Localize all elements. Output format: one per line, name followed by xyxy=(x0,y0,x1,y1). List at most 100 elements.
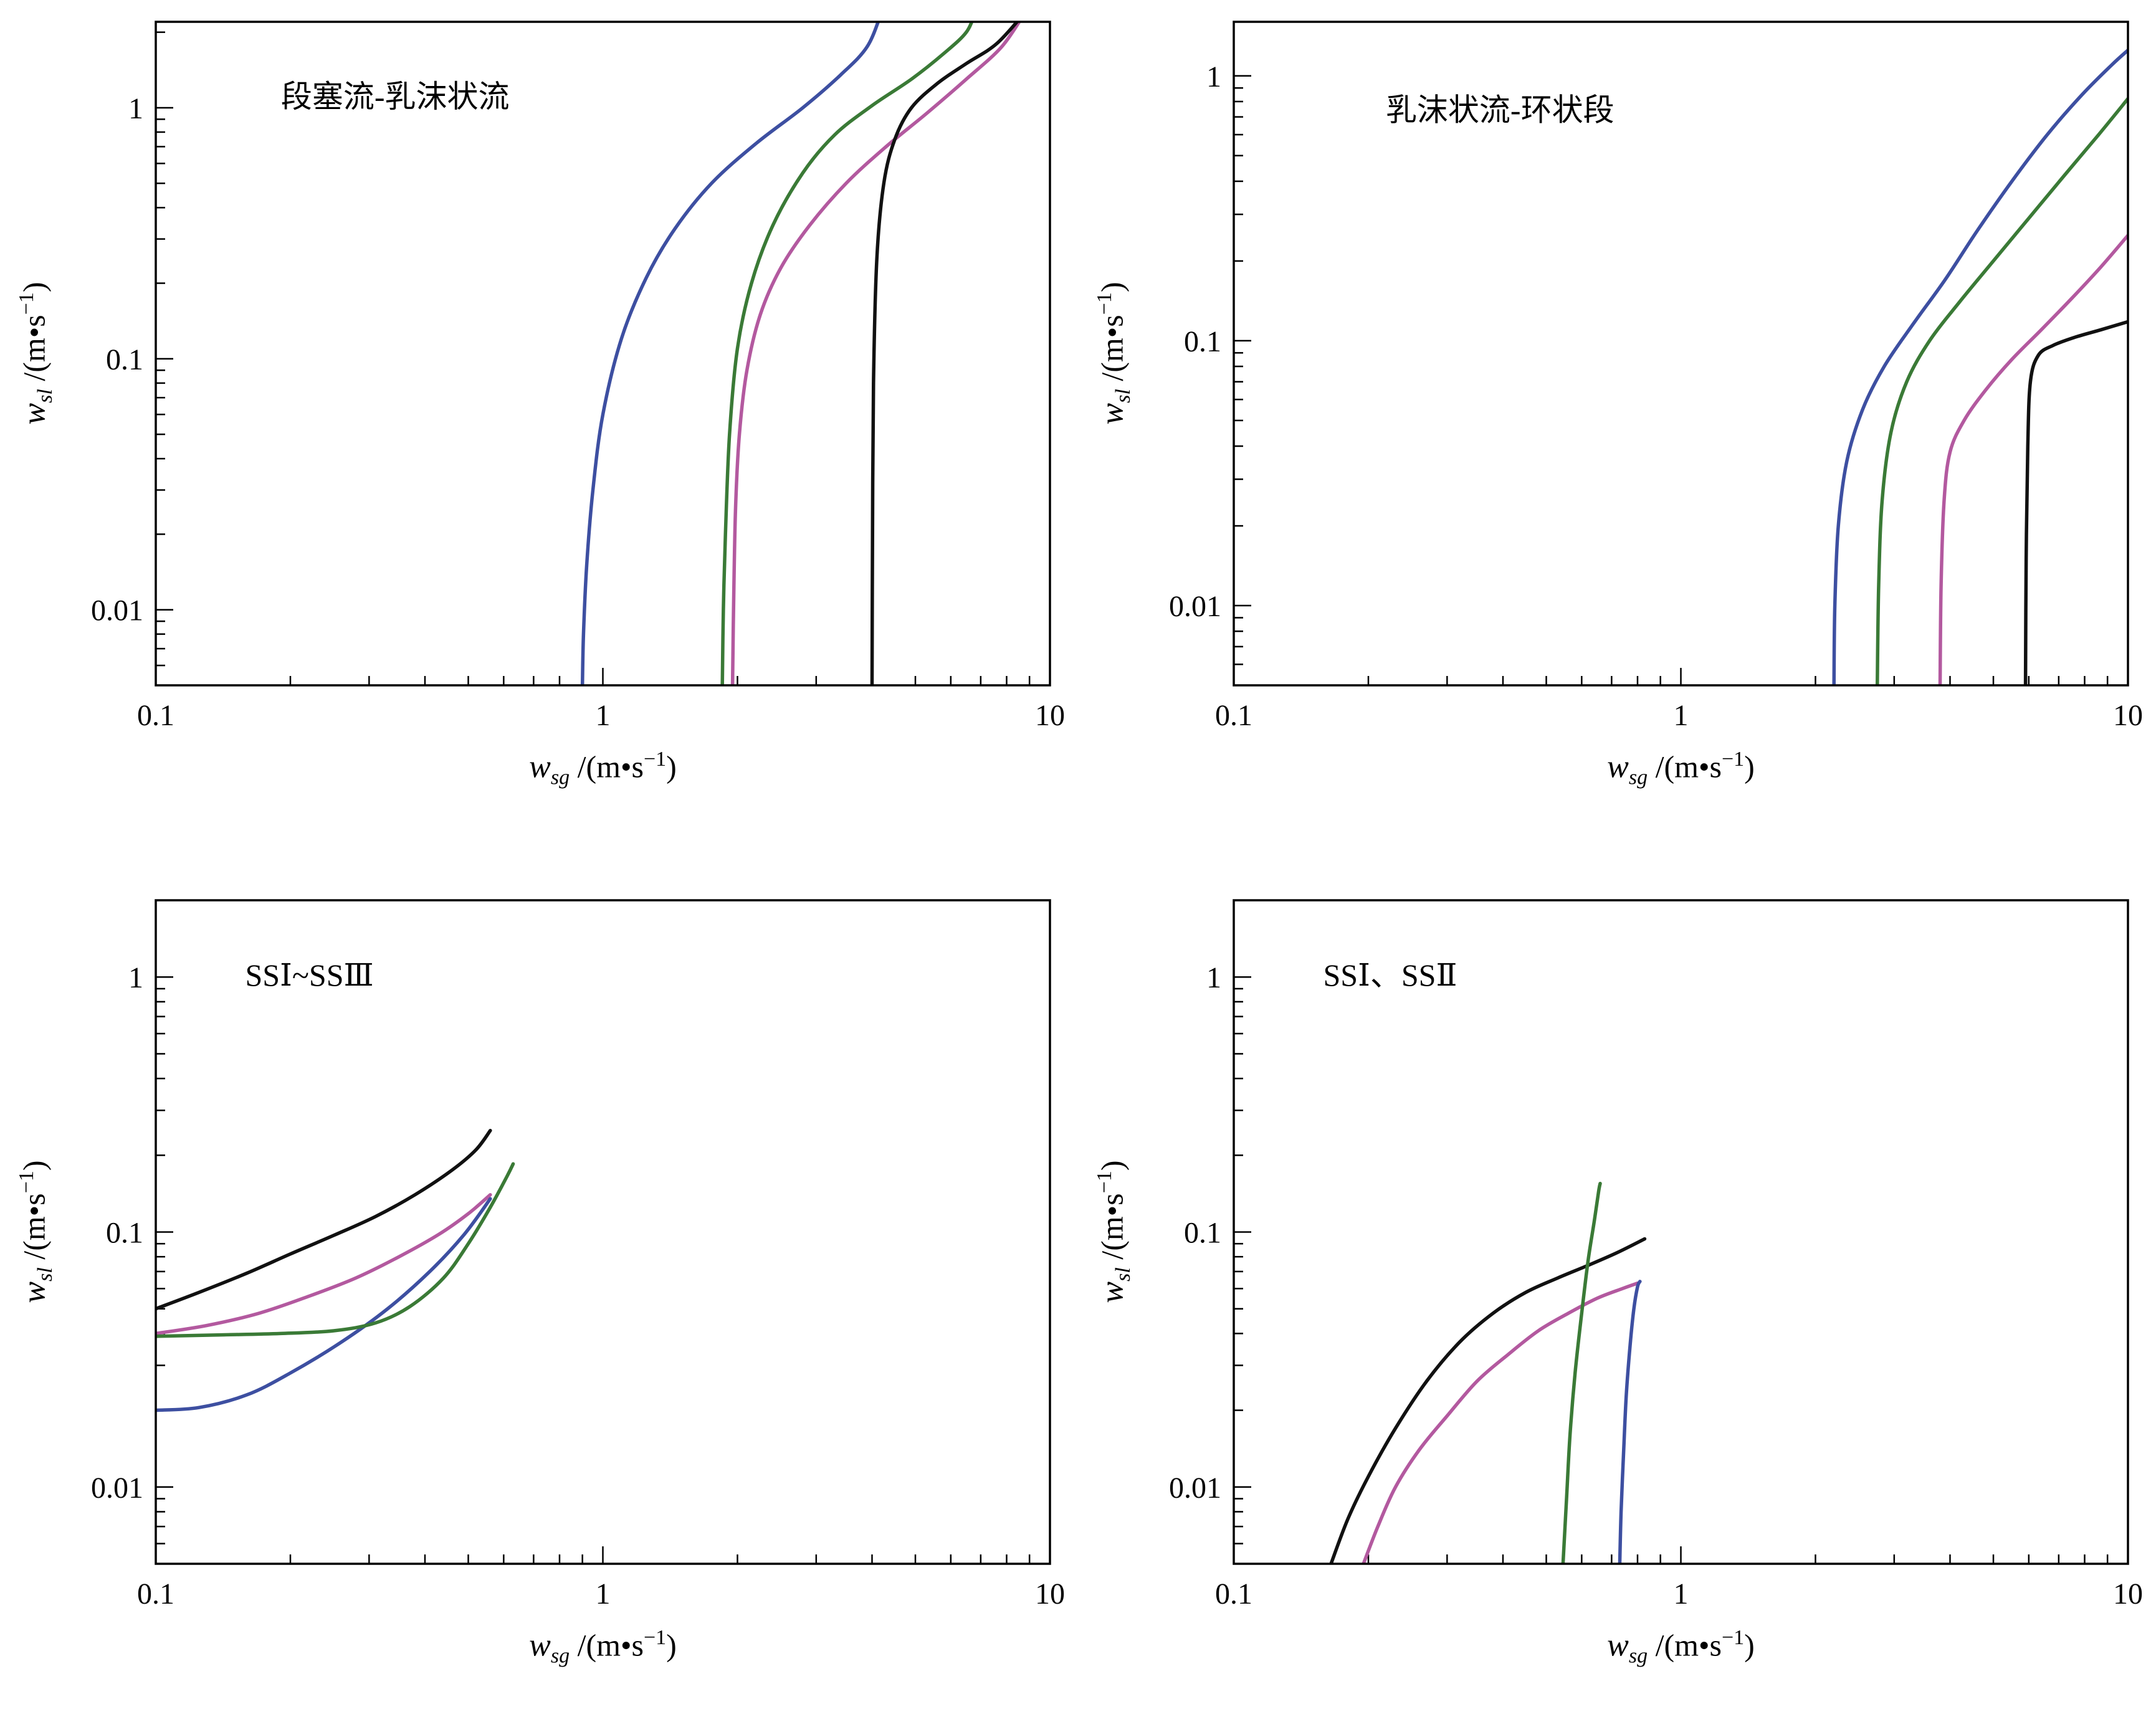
y-axis-sub: sl xyxy=(1111,1267,1135,1282)
y-axis-unit-close: ) xyxy=(16,282,52,293)
y-axis-var: w xyxy=(1094,1281,1130,1303)
x-axis-var: w xyxy=(1607,1627,1629,1663)
curve-green xyxy=(1561,1181,1602,1564)
x-axis-exponent: −1 xyxy=(1721,1626,1745,1649)
chart-cell-ss1-ss3: 0.1 1 10 0.01 0.1 1 SSⅠ~SSⅢ wsl /(m•s−1) wsg /… xyxy=(0,888,1078,1723)
plot-frame xyxy=(155,21,1051,687)
y-axis-sub: sl xyxy=(1111,389,1135,403)
chart-cell-froth-annular: 0.1 1 10 0.01 0.1 1 乳沫状流-环状段 wsl /(m•s−1) wsg … xyxy=(1078,9,2156,844)
x-axis-sub: sg xyxy=(1628,766,1648,789)
y-tick-label: 0.1 xyxy=(1184,325,1221,358)
y-axis-unit: /(m•s xyxy=(16,315,52,389)
curve-green xyxy=(1875,97,2128,685)
y-axis-unit-close: ) xyxy=(16,1160,52,1171)
y-axis-unit-close: ) xyxy=(1094,282,1130,293)
x-axis-label: wsg /(m•s−1) xyxy=(1234,748,2128,790)
curve-blue xyxy=(580,22,880,685)
x-axis-unit: /(m•s xyxy=(570,1627,644,1663)
x-axis-exponent: −1 xyxy=(643,1626,667,1649)
curves-group xyxy=(1832,48,2128,685)
curve-magenta xyxy=(1938,233,2128,685)
plot-frame xyxy=(155,899,1051,1565)
x-tick-label: 10 xyxy=(2113,1577,2143,1611)
y-axis-exponent: −1 xyxy=(1093,292,1117,315)
chart-title: SSⅠ~SSⅢ xyxy=(246,958,374,992)
x-axis-var: w xyxy=(529,749,551,785)
x-axis-sub: sg xyxy=(550,1644,570,1668)
x-axis-label: wsg /(m•s−1) xyxy=(156,748,1050,790)
y-axis-exponent: −1 xyxy=(15,292,39,315)
curves-group xyxy=(1329,1181,1647,1564)
x-axis-var: w xyxy=(1607,749,1629,785)
y-tick-label: 0.1 xyxy=(1184,1217,1221,1250)
y-tick-label: 0.01 xyxy=(91,1472,143,1505)
x-axis-var: w xyxy=(529,1627,551,1663)
x-axis-unit: /(m•s xyxy=(1648,1627,1722,1663)
y-axis-exponent: −1 xyxy=(15,1171,39,1194)
x-tick-label: 0.1 xyxy=(1215,699,1252,732)
x-axis-sub: sg xyxy=(1628,1644,1648,1668)
curve-green xyxy=(156,1162,515,1338)
x-tick-label: 1 xyxy=(596,699,611,732)
curve-blue xyxy=(1618,1280,1642,1564)
y-axis-label: wsl /(m•s−1) xyxy=(1093,282,1135,424)
chart-title: 段塞流-乳沫状流 xyxy=(281,79,510,114)
y-tick-label: 0.01 xyxy=(1169,1472,1221,1505)
chart-cell-ss1-ss2: 0.1 1 10 0.01 0.1 1 SSⅠ、SSⅡ wsl /(m•s−1) wsg /… xyxy=(1078,888,2156,1723)
curve-black xyxy=(1329,1237,1647,1564)
plot-ss1-ss2: 0.1 1 10 0.01 0.1 1 SSⅠ、SSⅡ xyxy=(1169,899,2143,1611)
plot-slug-froth: 0.1 1 10 0.01 0.1 1 段塞流-乳沫状流 xyxy=(91,21,1065,732)
x-axis-label: wsg /(m•s−1) xyxy=(156,1626,1050,1668)
plot-ss1-ss3: 0.1 1 10 0.01 0.1 1 SSⅠ~SSⅢ xyxy=(91,899,1065,1611)
x-axis-label: wsg /(m•s−1) xyxy=(1234,1626,2128,1668)
y-axis-label: wsl /(m•s−1) xyxy=(1093,1160,1135,1303)
x-axis-unit-close: ) xyxy=(666,749,677,784)
y-axis-exponent: −1 xyxy=(1093,1171,1117,1194)
x-tick-label: 1 xyxy=(1674,1577,1689,1611)
y-tick-label: 0.01 xyxy=(1169,590,1221,623)
plot-frame xyxy=(1233,899,2129,1565)
y-tick-label: 1 xyxy=(128,961,143,994)
y-tick-label: 1 xyxy=(128,92,143,125)
curve-magenta xyxy=(1362,1281,1639,1564)
x-axis-unit-close: ) xyxy=(1744,749,1755,784)
y-axis-sub: sl xyxy=(33,1267,57,1282)
y-axis-label: wsl /(m•s−1) xyxy=(15,282,57,424)
curve-magenta xyxy=(156,1192,492,1336)
y-tick-label: 0.1 xyxy=(106,343,143,376)
curve-black xyxy=(870,22,1019,685)
curve-blue xyxy=(156,1197,492,1412)
x-tick-label: 10 xyxy=(1035,699,1065,732)
y-axis-label: wsl /(m•s−1) xyxy=(15,1160,57,1303)
x-axis-unit-close: ) xyxy=(666,1627,677,1663)
y-axis-unit: /(m•s xyxy=(1094,1193,1130,1268)
x-tick-label: 0.1 xyxy=(1215,1577,1252,1611)
x-tick-label: 1 xyxy=(1674,699,1689,732)
x-tick-label: 1 xyxy=(596,1577,611,1611)
y-tick-label: 1 xyxy=(1206,60,1221,93)
y-axis-var: w xyxy=(16,1281,52,1303)
x-tick-label: 0.1 xyxy=(137,1577,174,1611)
curve-black xyxy=(2023,320,2128,685)
chart-title: 乳沫状流-环状段 xyxy=(1386,93,1615,128)
x-tick-label: 10 xyxy=(2113,699,2143,732)
plot-froth-annular: 0.1 1 10 0.01 0.1 1 乳沫状流-环状段 xyxy=(1169,21,2143,732)
curve-green xyxy=(720,22,974,685)
y-tick-label: 0.01 xyxy=(91,594,143,627)
x-tick-label: 0.1 xyxy=(137,699,174,732)
curve-magenta xyxy=(730,22,1021,685)
curve-blue xyxy=(1832,48,2128,685)
curve-black xyxy=(156,1128,492,1311)
x-axis-exponent: −1 xyxy=(643,748,667,771)
y-tick-label: 1 xyxy=(1206,961,1221,994)
plot-frame xyxy=(1233,21,2129,687)
x-axis-unit-close: ) xyxy=(1744,1627,1755,1663)
y-tick-label: 0.1 xyxy=(106,1217,143,1250)
x-axis-exponent: −1 xyxy=(1721,748,1745,771)
curves-group xyxy=(156,1128,515,1412)
chart-title: SSⅠ、SSⅡ xyxy=(1324,958,1457,992)
x-axis-unit: /(m•s xyxy=(570,749,644,784)
y-axis-var: w xyxy=(1094,402,1130,425)
x-axis-sub: sg xyxy=(550,766,570,789)
